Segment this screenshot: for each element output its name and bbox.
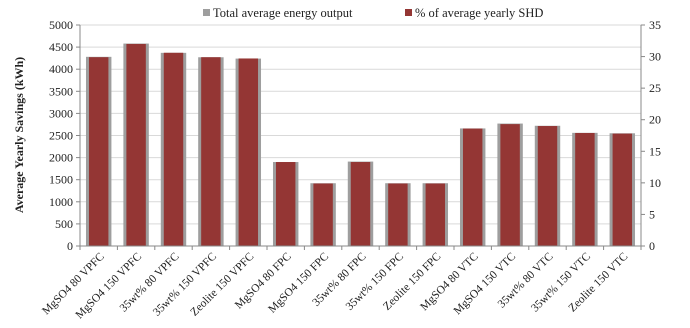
bars: [85, 43, 636, 247]
y-axis-label: Average Yearly Savings (kWh): [12, 57, 26, 213]
legend-label-shd: % of average yearly SHD: [415, 6, 543, 20]
y-tick-label: 4500: [49, 40, 73, 54]
bar-shd: [88, 57, 109, 247]
bar-shd: [238, 58, 259, 246]
bar-shd: [163, 52, 184, 247]
bar-shd: [425, 183, 446, 246]
y2-tick-label: 20: [649, 113, 661, 127]
y-tick-label: 2000: [49, 151, 73, 165]
bar-shd: [350, 162, 371, 246]
y-tick-label: 1500: [49, 173, 73, 187]
bar-shd: [575, 132, 595, 246]
y-tick-label: 1000: [49, 195, 73, 209]
axes: [76, 24, 645, 250]
x-tick-label: MgSO4 150 VPFC: [74, 250, 145, 321]
legend-swatch-shd: [405, 9, 412, 16]
y-tick-label: 2500: [49, 129, 73, 143]
legend-label-energy: Total average energy output: [213, 6, 353, 20]
y2-tick-labels: 0 5 10 15 20 25 30 35: [649, 18, 661, 253]
y2-tick-label: 15: [649, 144, 661, 158]
bar-shd: [126, 43, 146, 246]
y-tick-label: 5000: [49, 18, 73, 32]
y-tick-label: 500: [55, 217, 73, 231]
bar-shd: [201, 57, 221, 247]
bar-shd: [500, 124, 520, 246]
x-tick-label: 35wt% 150 VPFC: [151, 250, 219, 318]
y-tick-label: 3500: [49, 84, 73, 98]
x-tick-label: Zeolite 150 VPFC: [188, 250, 256, 318]
bar-shd: [275, 162, 296, 246]
y-tick-label: 0: [67, 239, 73, 253]
x-tick-label: MgSO4 80 VPFC: [40, 250, 107, 317]
y2-tick-label: 10: [649, 176, 661, 190]
y2-tick-label: 30: [649, 50, 661, 64]
bar-shd: [462, 128, 483, 246]
bar-shd: [537, 126, 558, 246]
legend-swatch-energy: [203, 9, 210, 16]
y-tick-label: 4000: [49, 62, 73, 76]
y2-tick-label: 5: [649, 207, 655, 221]
legend: Total average energy output % of average…: [203, 6, 543, 20]
bar-shd: [388, 183, 408, 246]
y-tick-labels: 0 500 1000 1500 2000 2500 3000 3500 4000 4500 5000: [49, 18, 73, 253]
y-tick-label: 3000: [49, 106, 73, 120]
y2-tick-label: 35: [649, 18, 661, 32]
bar-shd: [313, 183, 333, 246]
y2-tick-label: 0: [649, 239, 655, 253]
y2-tick-label: 25: [649, 81, 661, 95]
bar-shd: [612, 133, 633, 246]
